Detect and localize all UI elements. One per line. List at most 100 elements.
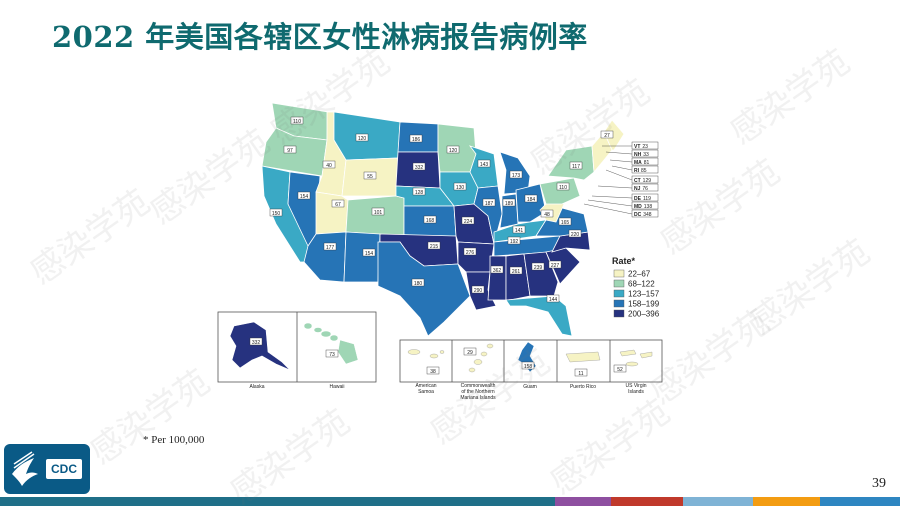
state-value: 143 [480,162,489,168]
state-value: 128 [415,190,424,196]
inset-value: 332 [252,340,261,346]
state-label-LA: 290 [471,285,485,294]
inset-name: American Samoa [415,383,436,395]
state-value: 227 [551,263,560,269]
legend-swatch [613,309,625,318]
inset-value: 73 [329,352,335,358]
state-AL [505,253,531,301]
state-label-MT: 120 [355,133,369,142]
state-label-ID: 40 [322,160,336,169]
legend-title: Rate* [612,256,636,266]
callout-text: VT 23 [634,144,648,150]
inset-name: Commonwealth of the Northern Mariana Islan… [460,383,496,401]
state-value: 67 [335,202,341,208]
state-value: 192 [510,239,519,245]
state-value: 150 [272,211,281,217]
inset-value: 29 [467,350,473,356]
alaska-shape [229,321,291,371]
callout-RI: RI 85 [611,165,659,174]
state-value: 110 [559,185,567,191]
callout-text: NJ 76 [634,186,648,192]
inset-value-2: 38 [426,366,440,375]
inset-name: Hawaii [329,384,344,390]
state-label-MI: 173 [509,170,523,179]
state-value: 130 [456,185,465,191]
legend-label: 68–122 [628,280,655,289]
state-value: 290 [474,288,483,294]
legend-label: 123–157 [628,290,660,299]
state-UT [315,191,349,235]
state-value: 186 [412,137,421,143]
state-value: 141 [515,228,524,234]
state-value-labels: 110 97 150 154 40 120 55 67 177 101 154 186 332 128 16… [269,116,614,303]
state-CO [345,195,405,237]
stripe-segment [820,497,900,506]
state-label-KS: 168 [423,215,437,224]
stripe-segment [0,497,300,506]
state-value: 117 [572,164,580,170]
state-value: 189 [505,201,514,207]
legend-swatch [613,299,625,308]
callout-MA: MA 81 [609,157,659,166]
inset-value-0: 332 [249,337,263,346]
state-value: 27 [604,133,610,139]
inset-value-6: 52 [613,364,627,373]
inset-name: Puerto Rico [570,384,596,390]
legend-swatch [613,279,625,288]
state-label-MN: 120 [446,145,460,154]
state-value: 165 [561,220,570,226]
state-value: 154 [365,251,374,257]
state-value: 177 [326,245,335,251]
state-value: 180 [414,281,423,287]
state-PA [539,177,581,205]
stripe-segment [753,497,820,506]
hawaii-islands [303,322,359,365]
legend-item: 22–67 [613,269,651,279]
stripe-segment [611,497,683,506]
state-label-MO: 224 [461,216,475,225]
callout-text: MA 81 [634,160,650,166]
state-label-PA: 110 [556,182,570,191]
state-label-OK: 215 [427,241,441,250]
inset-value-5: 11 [574,368,588,377]
state-label-TX: 180 [411,278,425,287]
state-OH [515,183,547,223]
state-value: 97 [287,148,293,154]
legend-swatch [613,269,625,278]
slide-title: 2022 年美国各辖区女性淋病报告病例率 [52,20,588,54]
small-state-callouts: VT 23 NH 33 MA 81 RI 85 CT 129 NJ 76 DE 119 MD 138 DC 348 [583,141,659,218]
legend-swatch [613,289,625,298]
state-value: 40 [326,163,332,169]
inset-value-4: 158 [521,361,535,370]
callout-VT: VT 23 [602,141,659,150]
callout-text: NH 33 [634,152,649,158]
state-AR [457,241,495,273]
inset-name: Guam [523,384,537,390]
cdc-eagle-logo: CDC [4,444,90,494]
inset-name: Alaska [249,384,264,390]
inset-value-labels: 332 73 38 29 158 11 52 [249,337,627,377]
callout-text: CT 129 [634,178,651,184]
inset-alaska-hawaii [217,311,377,383]
callout-text: DC 348 [634,212,652,218]
state-label-SD: 332 [412,162,426,171]
state-label-NY: 117 [569,161,583,170]
legend-item: 68–122 [613,279,655,289]
inset-territories [399,339,663,383]
state-label-MS: 362 [490,265,504,274]
state-FL [505,295,573,337]
bottom-color-stripe [0,497,900,506]
state-label-SC: 227 [548,260,562,269]
callout-text: RI 85 [634,168,647,174]
callout-NJ: NJ 76 [597,183,659,192]
state-value: 220 [571,232,580,238]
state-label-VA: 165 [558,217,572,226]
state-label-WI: 143 [477,159,491,168]
state-label-WY: 55 [363,171,377,180]
inset-name: US Virgin Islands [625,383,646,395]
state-label-IL: 187 [482,198,496,207]
cdc-wordmark: CDC [46,459,82,479]
callout-text: MD 138 [634,204,652,210]
